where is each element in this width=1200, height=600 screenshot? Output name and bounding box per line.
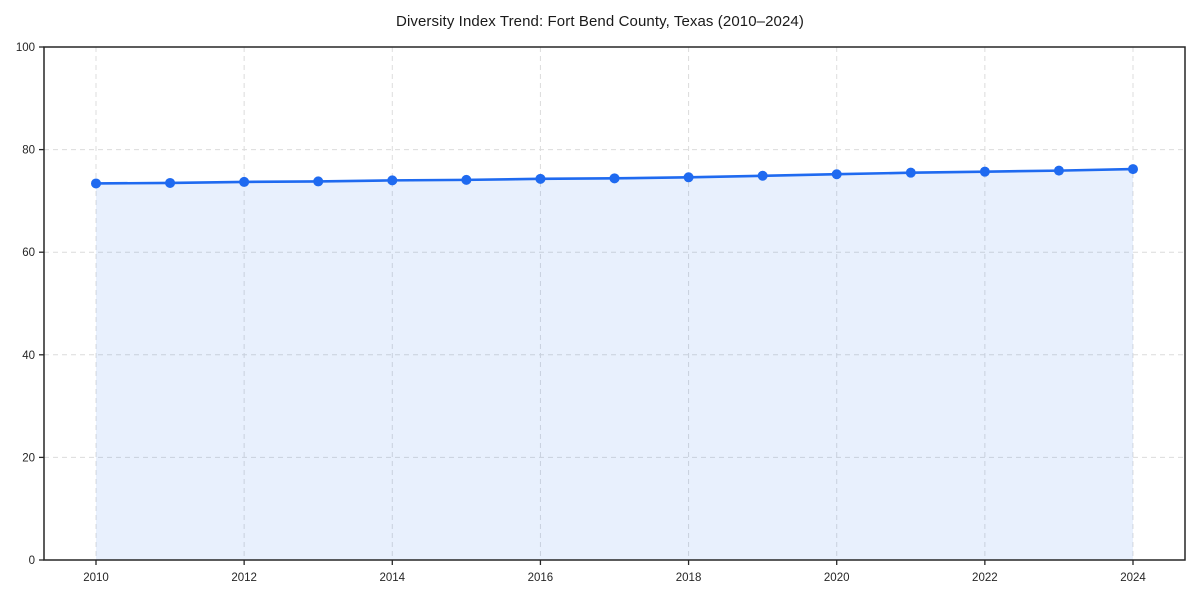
y-tick-label: 60 — [22, 247, 35, 259]
data-point — [609, 173, 620, 184]
data-point — [239, 176, 250, 187]
data-point — [683, 172, 694, 183]
data-point — [1053, 165, 1064, 176]
data-point — [905, 167, 916, 178]
data-point — [1128, 164, 1138, 175]
data-point — [461, 174, 472, 185]
x-tick-label: 2024 — [1120, 572, 1146, 584]
data-point — [165, 177, 176, 188]
plot-border — [43, 46, 1186, 561]
area-fill — [96, 169, 1133, 560]
y-tick-label: 100 — [16, 42, 35, 54]
y-tick-label: 80 — [22, 145, 35, 157]
x-tick-label: 2014 — [379, 572, 405, 584]
data-point — [979, 166, 990, 177]
y-tick-label: 20 — [22, 452, 35, 464]
y-tick-label: 0 — [29, 555, 35, 567]
data-point — [831, 169, 842, 180]
x-tick-label: 2010 — [83, 572, 109, 584]
x-tick-label: 2022 — [972, 572, 998, 584]
x-tick-label: 2016 — [528, 572, 554, 584]
x-tick-label: 2020 — [824, 572, 850, 584]
chart-title: Diversity Index Trend: Fort Bend County,… — [396, 13, 804, 30]
data-point — [313, 176, 324, 187]
data-point — [757, 170, 768, 181]
data-point — [535, 173, 546, 184]
x-tick-label: 2018 — [676, 572, 702, 584]
data-point — [91, 178, 101, 189]
data-point — [387, 175, 398, 186]
y-tick-label: 40 — [22, 350, 35, 362]
x-tick-label: 2012 — [231, 572, 257, 584]
